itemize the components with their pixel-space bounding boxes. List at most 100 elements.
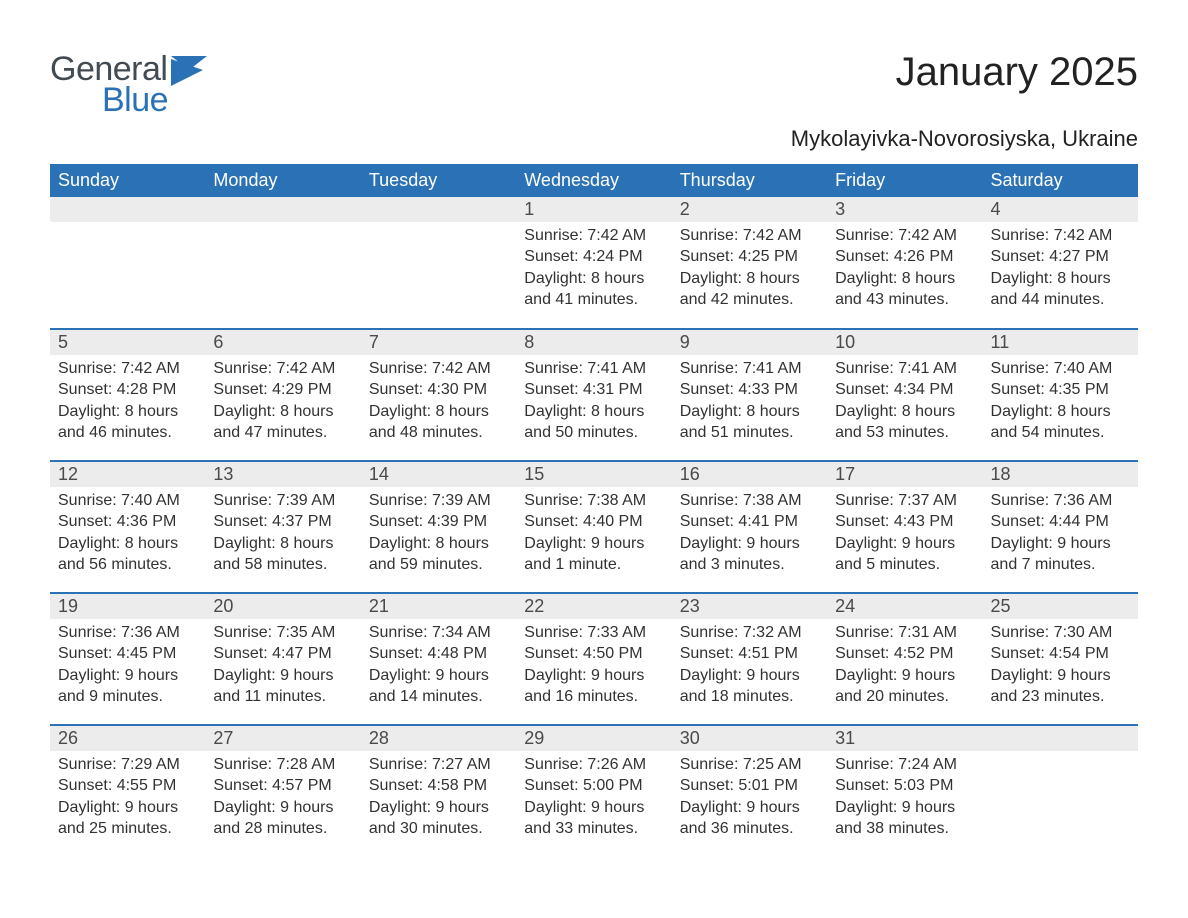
daylight-line-2: and 58 minutes. <box>213 554 352 576</box>
day-data: Sunrise: 7:33 AMSunset: 4:50 PMDaylight:… <box>516 619 671 716</box>
day-data: Sunrise: 7:37 AMSunset: 4:43 PMDaylight:… <box>827 487 982 584</box>
daylight-line-1: Daylight: 8 hours <box>213 401 352 423</box>
day-number: 3 <box>827 197 982 222</box>
day-header: Saturday <box>983 164 1138 197</box>
day-data: Sunrise: 7:35 AMSunset: 4:47 PMDaylight:… <box>205 619 360 716</box>
daylight-line-2: and 41 minutes. <box>524 289 663 311</box>
calendar-day-cell: 18Sunrise: 7:36 AMSunset: 4:44 PMDayligh… <box>983 461 1138 593</box>
daylight-line-1: Daylight: 9 hours <box>991 533 1130 555</box>
calendar-day-cell: 21Sunrise: 7:34 AMSunset: 4:48 PMDayligh… <box>361 593 516 725</box>
calendar-day-cell: 9Sunrise: 7:41 AMSunset: 4:33 PMDaylight… <box>672 329 827 461</box>
day-number: 26 <box>50 726 205 751</box>
day-header-row: Sunday Monday Tuesday Wednesday Thursday… <box>50 164 1138 197</box>
calendar-week-row: 1Sunrise: 7:42 AMSunset: 4:24 PMDaylight… <box>50 197 1138 329</box>
day-number: 2 <box>672 197 827 222</box>
sunrise-line: Sunrise: 7:42 AM <box>680 225 819 247</box>
sunset-line: Sunset: 4:36 PM <box>58 511 197 533</box>
day-number: 5 <box>50 330 205 355</box>
daylight-line-2: and 14 minutes. <box>369 686 508 708</box>
daylight-line-2: and 33 minutes. <box>524 818 663 840</box>
sunrise-line: Sunrise: 7:34 AM <box>369 622 508 644</box>
calendar-day-cell: 27Sunrise: 7:28 AMSunset: 4:57 PMDayligh… <box>205 725 360 857</box>
sunset-line: Sunset: 4:50 PM <box>524 643 663 665</box>
day-data: Sunrise: 7:42 AMSunset: 4:29 PMDaylight:… <box>205 355 360 452</box>
calendar-week-row: 12Sunrise: 7:40 AMSunset: 4:36 PMDayligh… <box>50 461 1138 593</box>
sunset-line: Sunset: 4:41 PM <box>680 511 819 533</box>
daylight-line-1: Daylight: 9 hours <box>835 665 974 687</box>
sunset-line: Sunset: 4:35 PM <box>991 379 1130 401</box>
daylight-line-2: and 28 minutes. <box>213 818 352 840</box>
daylight-line-1: Daylight: 8 hours <box>58 401 197 423</box>
calendar-day-cell <box>50 197 205 329</box>
day-data: Sunrise: 7:40 AMSunset: 4:36 PMDaylight:… <box>50 487 205 584</box>
sunrise-line: Sunrise: 7:42 AM <box>213 358 352 380</box>
sunset-line: Sunset: 4:51 PM <box>680 643 819 665</box>
day-data: Sunrise: 7:38 AMSunset: 4:40 PMDaylight:… <box>516 487 671 584</box>
sunset-line: Sunset: 5:03 PM <box>835 775 974 797</box>
sunset-line: Sunset: 4:27 PM <box>991 246 1130 268</box>
day-number: 21 <box>361 594 516 619</box>
day-number: 18 <box>983 462 1138 487</box>
calendar-day-cell: 17Sunrise: 7:37 AMSunset: 4:43 PMDayligh… <box>827 461 982 593</box>
calendar-week-row: 26Sunrise: 7:29 AMSunset: 4:55 PMDayligh… <box>50 725 1138 857</box>
daylight-line-1: Daylight: 8 hours <box>835 268 974 290</box>
sunset-line: Sunset: 4:33 PM <box>680 379 819 401</box>
day-data: Sunrise: 7:40 AMSunset: 4:35 PMDaylight:… <box>983 355 1138 452</box>
day-data: Sunrise: 7:27 AMSunset: 4:58 PMDaylight:… <box>361 751 516 848</box>
sunset-line: Sunset: 5:01 PM <box>680 775 819 797</box>
day-number: 27 <box>205 726 360 751</box>
daylight-line-1: Daylight: 8 hours <box>213 533 352 555</box>
sunrise-line: Sunrise: 7:25 AM <box>680 754 819 776</box>
daylight-line-1: Daylight: 9 hours <box>524 797 663 819</box>
sunset-line: Sunset: 4:34 PM <box>835 379 974 401</box>
sunset-line: Sunset: 4:43 PM <box>835 511 974 533</box>
day-number: 17 <box>827 462 982 487</box>
daylight-line-2: and 51 minutes. <box>680 422 819 444</box>
sunrise-line: Sunrise: 7:41 AM <box>680 358 819 380</box>
day-header: Tuesday <box>361 164 516 197</box>
daylight-line-2: and 1 minute. <box>524 554 663 576</box>
day-data: Sunrise: 7:38 AMSunset: 4:41 PMDaylight:… <box>672 487 827 584</box>
day-data: Sunrise: 7:28 AMSunset: 4:57 PMDaylight:… <box>205 751 360 848</box>
sunrise-line: Sunrise: 7:28 AM <box>213 754 352 776</box>
logo-word-blue: Blue <box>102 81 168 120</box>
daylight-line-2: and 59 minutes. <box>369 554 508 576</box>
calendar-day-cell: 7Sunrise: 7:42 AMSunset: 4:30 PMDaylight… <box>361 329 516 461</box>
calendar-day-cell: 8Sunrise: 7:41 AMSunset: 4:31 PMDaylight… <box>516 329 671 461</box>
calendar-day-cell: 6Sunrise: 7:42 AMSunset: 4:29 PMDaylight… <box>205 329 360 461</box>
day-number: 13 <box>205 462 360 487</box>
sunset-line: Sunset: 4:58 PM <box>369 775 508 797</box>
sunrise-line: Sunrise: 7:36 AM <box>58 622 197 644</box>
daylight-line-1: Daylight: 9 hours <box>369 665 508 687</box>
daylight-line-2: and 46 minutes. <box>58 422 197 444</box>
daylight-line-2: and 42 minutes. <box>680 289 819 311</box>
sunset-line: Sunset: 4:25 PM <box>680 246 819 268</box>
day-number: 29 <box>516 726 671 751</box>
daylight-line-1: Daylight: 8 hours <box>680 268 819 290</box>
sunset-line: Sunset: 4:30 PM <box>369 379 508 401</box>
sunrise-line: Sunrise: 7:24 AM <box>835 754 974 776</box>
day-number: 14 <box>361 462 516 487</box>
calendar-day-cell: 1Sunrise: 7:42 AMSunset: 4:24 PMDaylight… <box>516 197 671 329</box>
sunset-line: Sunset: 4:31 PM <box>524 379 663 401</box>
daylight-line-1: Daylight: 9 hours <box>524 665 663 687</box>
daylight-line-2: and 48 minutes. <box>369 422 508 444</box>
sunset-line: Sunset: 5:00 PM <box>524 775 663 797</box>
sunrise-line: Sunrise: 7:38 AM <box>680 490 819 512</box>
sunrise-line: Sunrise: 7:40 AM <box>58 490 197 512</box>
day-number: 4 <box>983 197 1138 222</box>
daylight-line-1: Daylight: 8 hours <box>369 533 508 555</box>
calendar-day-cell: 14Sunrise: 7:39 AMSunset: 4:39 PMDayligh… <box>361 461 516 593</box>
sunset-line: Sunset: 4:44 PM <box>991 511 1130 533</box>
logo-text-block: General Blue <box>50 50 168 120</box>
calendar-day-cell: 29Sunrise: 7:26 AMSunset: 5:00 PMDayligh… <box>516 725 671 857</box>
calendar-day-cell: 11Sunrise: 7:40 AMSunset: 4:35 PMDayligh… <box>983 329 1138 461</box>
day-data: Sunrise: 7:42 AMSunset: 4:26 PMDaylight:… <box>827 222 982 319</box>
location-subtitle: Mykolayivka-Novorosiyska, Ukraine <box>50 126 1138 152</box>
calendar-week-row: 5Sunrise: 7:42 AMSunset: 4:28 PMDaylight… <box>50 329 1138 461</box>
day-data: Sunrise: 7:39 AMSunset: 4:39 PMDaylight:… <box>361 487 516 584</box>
flag-icon <box>171 56 217 86</box>
day-data: Sunrise: 7:30 AMSunset: 4:54 PMDaylight:… <box>983 619 1138 716</box>
daylight-line-2: and 54 minutes. <box>991 422 1130 444</box>
day-number <box>361 197 516 222</box>
